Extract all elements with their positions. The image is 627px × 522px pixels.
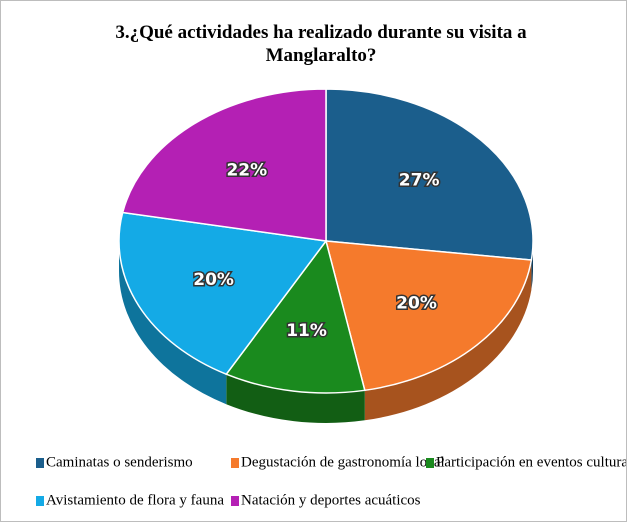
pie-slice xyxy=(325,240,533,392)
legend-swatch xyxy=(231,496,239,506)
legend-label: Natación y deportes acuáticos xyxy=(241,492,421,508)
legend-swatch xyxy=(231,458,239,468)
pie-slice xyxy=(225,239,366,394)
data-label: 11% xyxy=(286,321,327,341)
legend-label: Participación en eventos culturales xyxy=(436,454,626,470)
data-label: 22% xyxy=(226,161,267,181)
data-label: 20% xyxy=(396,293,437,313)
legend-label: Degustación de gastronomía local xyxy=(241,454,445,470)
legend-swatch xyxy=(36,458,44,468)
chart-title: 3.¿Qué actividades ha realizado durante … xyxy=(115,22,527,66)
legend-swatch xyxy=(426,458,434,468)
data-label: 20% xyxy=(193,270,234,290)
legend-label: Caminatas o senderismo xyxy=(46,454,193,470)
legend-label: Avistamiento de flora y fauna xyxy=(46,492,224,508)
pie-slice-side xyxy=(119,241,227,405)
pie-slice-side xyxy=(364,260,532,421)
data-label: 27% xyxy=(399,171,440,191)
pie-slice xyxy=(118,211,328,376)
legend-swatch xyxy=(36,496,44,506)
pie-slice xyxy=(121,88,327,242)
pie-slice-side xyxy=(226,374,365,423)
pie-slice xyxy=(325,88,534,261)
